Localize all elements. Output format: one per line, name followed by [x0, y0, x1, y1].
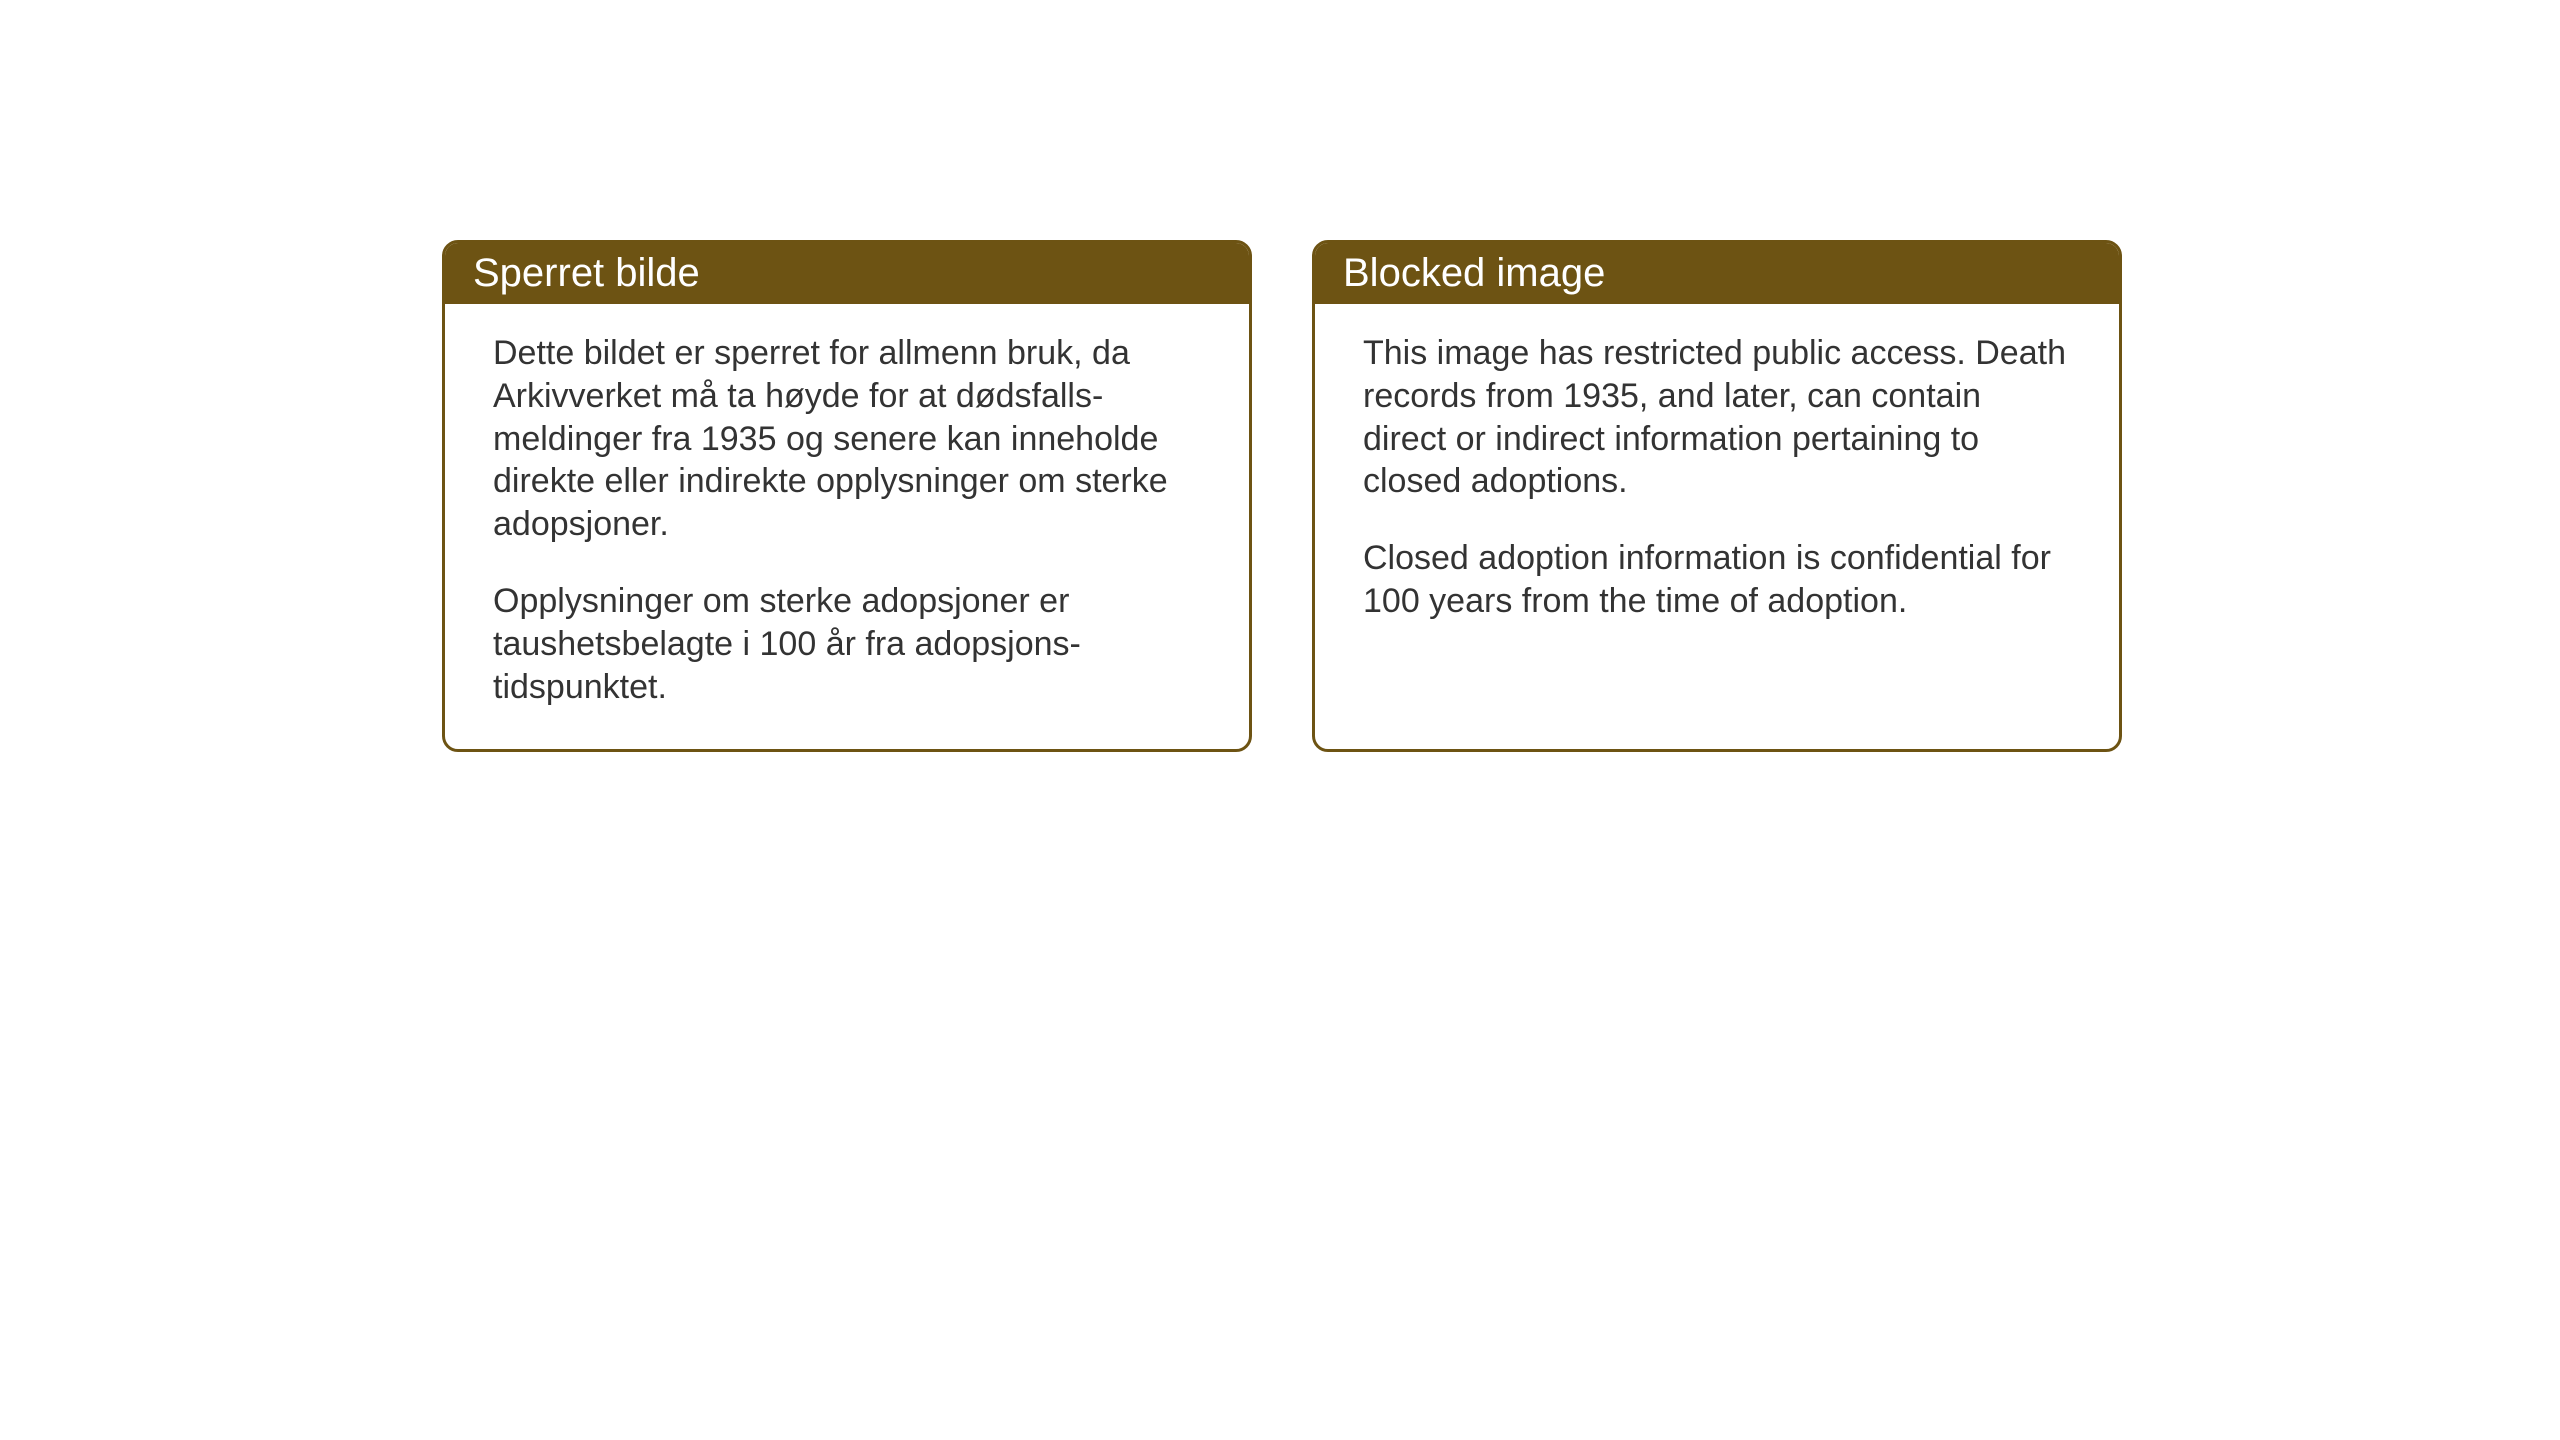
card-title-english: Blocked image [1343, 251, 1605, 295]
paragraph-1-norwegian: Dette bildet er sperret for allmenn bruk… [493, 332, 1201, 546]
paragraph-2-english: Closed adoption information is confident… [1363, 537, 2071, 623]
paragraph-2-norwegian: Opplysninger om sterke adopsjoner er tau… [493, 580, 1201, 708]
card-header-norwegian: Sperret bilde [445, 243, 1249, 304]
card-header-english: Blocked image [1315, 243, 2119, 304]
notice-container: Sperret bilde Dette bildet er sperret fo… [442, 240, 2122, 752]
notice-card-english: Blocked image This image has restricted … [1312, 240, 2122, 752]
card-title-norwegian: Sperret bilde [473, 251, 700, 295]
notice-card-norwegian: Sperret bilde Dette bildet er sperret fo… [442, 240, 1252, 752]
card-body-english: This image has restricted public access.… [1315, 304, 2119, 663]
paragraph-1-english: This image has restricted public access.… [1363, 332, 2071, 503]
card-body-norwegian: Dette bildet er sperret for allmenn bruk… [445, 304, 1249, 749]
